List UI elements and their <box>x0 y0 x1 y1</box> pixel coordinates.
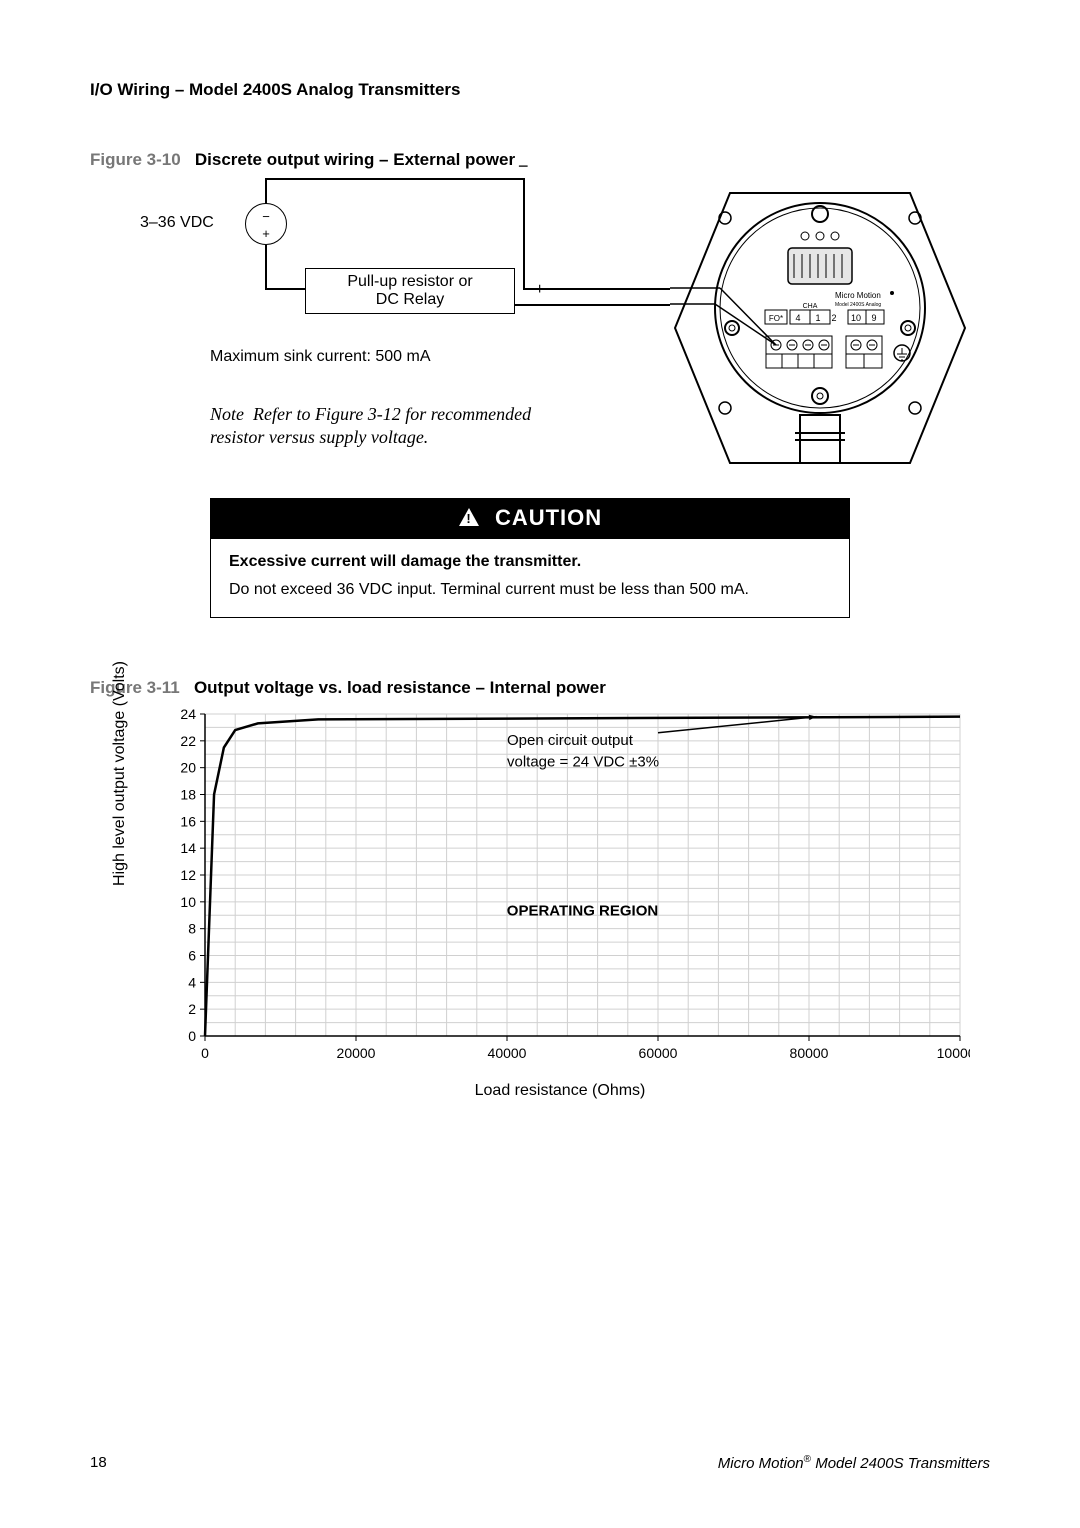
wire <box>523 288 670 290</box>
wire <box>265 288 307 290</box>
svg-text:!: ! <box>466 511 471 526</box>
svg-text:10: 10 <box>851 313 861 323</box>
resistor-box: Pull-up resistor or DC Relay <box>305 268 515 314</box>
terminal-block-left <box>766 336 832 368</box>
wire <box>265 178 267 204</box>
warning-icon: ! <box>458 507 480 533</box>
device-brand: Micro Motion <box>835 291 881 300</box>
svg-text:2: 2 <box>831 313 836 323</box>
svg-text:16: 16 <box>180 813 196 829</box>
vdc-label: 3–36 VDC <box>140 214 214 232</box>
source-plus: + <box>262 226 270 241</box>
svg-text:12: 12 <box>180 867 196 883</box>
svg-text:1: 1 <box>815 313 820 323</box>
wire-minus-label: − <box>518 156 529 177</box>
resistor-line1: Pull-up resistor or <box>312 273 508 291</box>
figure-11-caption: Figure 3-11 Output voltage vs. load resi… <box>90 678 990 698</box>
dc-source-symbol: − + <box>245 203 287 245</box>
figure-11-chart: High level output voltage (Volts) 024681… <box>150 706 970 1066</box>
wire <box>265 245 267 288</box>
svg-text:20000: 20000 <box>337 1045 376 1061</box>
svg-text:6: 6 <box>188 948 196 964</box>
figure-10-note: Note Refer to Figure 3-12 for recommende… <box>210 403 570 450</box>
svg-text:0: 0 <box>201 1045 209 1061</box>
svg-text:22: 22 <box>180 733 196 749</box>
wire <box>265 178 525 180</box>
svg-text:18: 18 <box>180 787 196 803</box>
svg-text:40000: 40000 <box>488 1045 527 1061</box>
figure-10-caption: Figure 3-10 Discrete output wiring – Ext… <box>90 150 990 170</box>
svg-text:OPERATING REGION: OPERATING REGION <box>507 902 658 919</box>
page-header: I/O Wiring – Model 2400S Analog Transmit… <box>90 80 990 100</box>
transmitter-device-illustration: Micro Motion Model 2400S Analog FO* CHA … <box>670 178 970 478</box>
device-model: Model 2400S Analog <box>835 302 881 308</box>
svg-text:4: 4 <box>188 974 196 990</box>
svg-text:9: 9 <box>871 313 876 323</box>
figure-10-diagram: 3–36 VDC − + − Pull-up resistor or DC Re… <box>150 178 970 488</box>
svg-text:0: 0 <box>188 1028 196 1044</box>
page-number: 18 <box>90 1454 107 1472</box>
caution-label: CAUTION <box>495 505 602 530</box>
chart-svg: 0246810121416182022240200004000060000800… <box>150 706 970 1066</box>
svg-text:FO*: FO* <box>769 314 783 323</box>
sink-current-text: Maximum sink current: 500 mA <box>210 348 431 366</box>
wire <box>515 304 670 306</box>
resistor-line2: DC Relay <box>312 291 508 309</box>
source-minus: − <box>262 209 270 224</box>
caution-text: Do not exceed 36 VDC input. Terminal cur… <box>229 581 749 598</box>
svg-text:Open circuit output: Open circuit output <box>507 732 634 749</box>
wire <box>523 178 525 289</box>
svg-text:10: 10 <box>180 894 196 910</box>
svg-text:20: 20 <box>180 760 196 776</box>
footer-right: Micro Motion® Model 2400S Transmitters <box>718 1454 990 1472</box>
note-prefix: Note <box>210 404 244 424</box>
figure-10-prefix: Figure 3-10 <box>90 150 181 169</box>
note-body: Refer to Figure 3-12 for recommended res… <box>210 404 531 447</box>
svg-text:24: 24 <box>180 706 196 722</box>
svg-text:CHA: CHA <box>803 303 818 310</box>
svg-text:voltage = 24 VDC ±3%: voltage = 24 VDC ±3% <box>507 753 659 770</box>
terminal-block-right <box>846 336 882 368</box>
svg-text:60000: 60000 <box>639 1045 678 1061</box>
svg-text:100000: 100000 <box>937 1045 970 1061</box>
figure-11-prefix: Figure 3-11 <box>90 678 180 697</box>
chart-ylabel: High level output voltage (Volts) <box>111 661 129 886</box>
svg-text:4: 4 <box>795 313 800 323</box>
svg-text:80000: 80000 <box>790 1045 829 1061</box>
wire-plus-label: + <box>535 281 544 299</box>
figure-11-title: Output voltage vs. load resistance – Int… <box>194 678 606 697</box>
caution-box: ! CAUTION Excessive current will damage … <box>210 498 850 618</box>
svg-text:2: 2 <box>188 1001 196 1017</box>
chart-xlabel: Load resistance (Ohms) <box>475 1082 646 1100</box>
svg-text:8: 8 <box>188 921 196 937</box>
caution-bar: ! CAUTION <box>211 499 849 539</box>
figure-10-title: Discrete output wiring – External power <box>195 150 515 169</box>
caution-bold: Excessive current will damage the transm… <box>229 553 831 571</box>
svg-text:14: 14 <box>180 840 196 856</box>
page-footer: 18 Micro Motion® Model 2400S Transmitter… <box>90 1454 990 1472</box>
caution-body: Excessive current will damage the transm… <box>211 539 849 617</box>
